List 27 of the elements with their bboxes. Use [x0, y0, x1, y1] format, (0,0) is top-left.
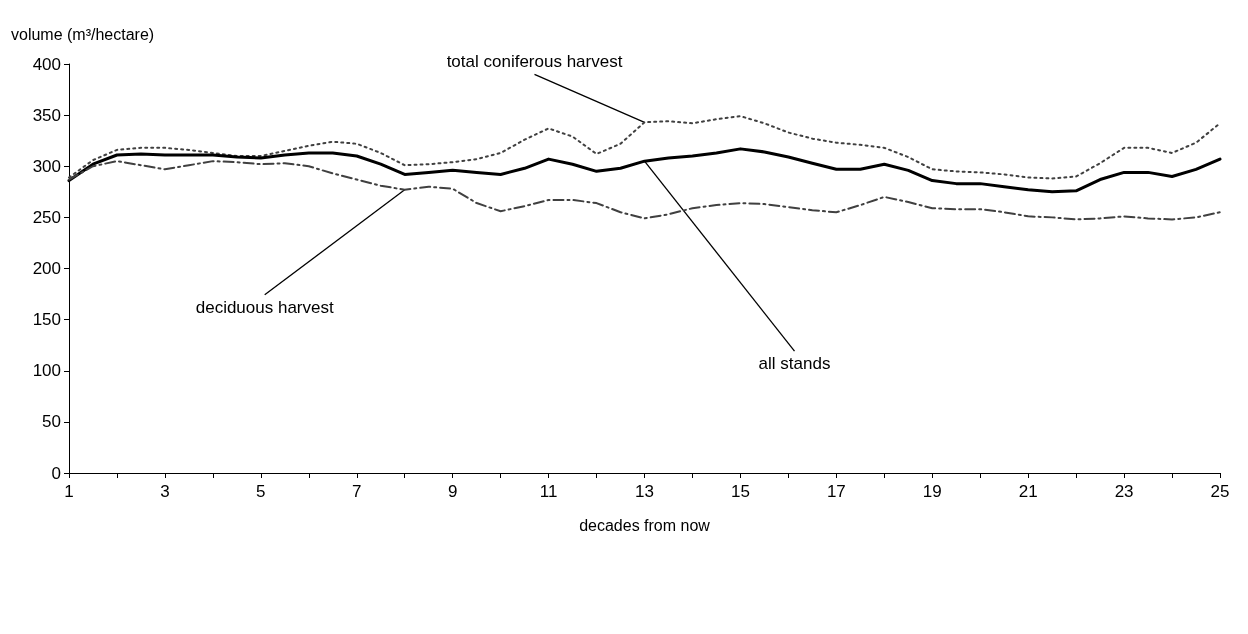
x-tick-label: 7	[352, 482, 362, 501]
y-axis-title: volume (m³/hectare)	[11, 25, 155, 43]
x-tick-label: 1	[64, 482, 74, 501]
x-tick-label: 19	[922, 482, 942, 501]
y-tick-label: 100	[32, 361, 61, 381]
x-axis-title: decades from now	[579, 516, 711, 534]
y-tick-label: 150	[32, 310, 61, 330]
x-tick-label: 21	[1018, 482, 1038, 501]
text: deciduous harvest	[195, 297, 334, 317]
x-tick-label: 3	[160, 482, 170, 501]
y-tick-label: 0	[51, 463, 61, 483]
x-tick-label: 5	[256, 482, 266, 501]
x-tick-label: 13	[635, 482, 654, 501]
x-tick-label: 25	[1210, 482, 1230, 501]
text: all stands	[758, 354, 831, 374]
y-tick-label: 350	[32, 105, 61, 125]
x-tick-label: 23	[1114, 482, 1134, 501]
x-tick-label: 15	[730, 482, 750, 501]
x-tick-label: 17	[826, 482, 846, 501]
y-tick-label: 50	[42, 412, 61, 432]
y-tick-label: 200	[32, 259, 61, 278]
x-tick-label: 11	[539, 482, 558, 501]
x-tick-label: 9	[447, 482, 458, 501]
y-tick-label: 400	[32, 54, 61, 74]
y-tick-label: 300	[32, 156, 61, 176]
text: total coniferous harvest	[446, 52, 623, 72]
y-tick-label: 250	[32, 207, 61, 227]
